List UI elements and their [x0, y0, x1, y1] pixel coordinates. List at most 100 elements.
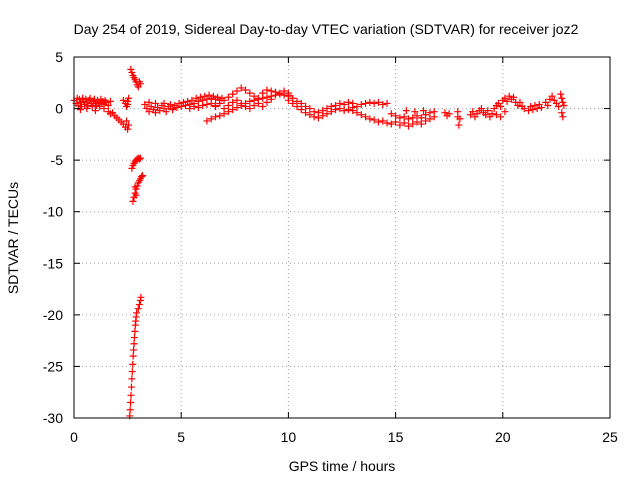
data-point [306, 111, 314, 119]
data-point [362, 99, 370, 107]
data-point [302, 103, 310, 111]
data-point [310, 108, 318, 116]
data-point [246, 89, 254, 97]
data-point [484, 107, 492, 115]
data-point [289, 94, 297, 102]
data-point [497, 103, 505, 111]
data-point [409, 120, 417, 128]
data-point [79, 94, 87, 102]
data-point [129, 197, 137, 205]
axis-ticks [73, 56, 611, 419]
data-point [128, 68, 136, 76]
data-point [132, 191, 140, 199]
data-point [302, 109, 310, 117]
data-point [151, 99, 159, 107]
data-point [344, 98, 352, 106]
data-point [136, 154, 144, 162]
data-point [370, 116, 378, 124]
data-point [559, 98, 567, 106]
data-point [327, 103, 335, 111]
data-point [306, 105, 314, 113]
data-point [455, 121, 463, 129]
y-tick-label: -15 [43, 255, 63, 271]
data-point [130, 334, 138, 342]
y-tick-label: 0 [55, 101, 63, 117]
data-point [139, 172, 147, 180]
data-point [392, 118, 400, 126]
y-tick-label: -20 [43, 307, 63, 323]
data-point [422, 111, 430, 119]
data-point [454, 108, 462, 116]
data-point [128, 368, 136, 376]
data-point [127, 65, 135, 73]
data-point [323, 105, 331, 113]
y-tick-label: -25 [43, 358, 63, 374]
data-point [90, 95, 98, 103]
data-point [125, 94, 133, 102]
data-point [199, 101, 207, 109]
data-point [141, 100, 149, 108]
data-point [548, 92, 556, 100]
data-point [362, 113, 370, 121]
data-point [131, 183, 139, 191]
data-point [91, 107, 99, 115]
data-point [130, 346, 138, 354]
data-point [374, 118, 382, 126]
data-point [259, 103, 267, 111]
data-point [402, 107, 410, 115]
data-point [400, 113, 408, 121]
data-point [166, 100, 174, 108]
data-point [250, 92, 258, 100]
data-point [254, 99, 262, 107]
data-point [492, 111, 500, 119]
data-point [387, 110, 395, 118]
data-point [123, 117, 131, 125]
data-point [366, 98, 374, 106]
data-point [558, 109, 566, 117]
data-point [129, 352, 137, 360]
data-point [88, 103, 96, 111]
data-point [220, 105, 228, 113]
data-point [520, 105, 528, 113]
data-point [124, 125, 132, 133]
data-point [510, 93, 518, 101]
data-point [404, 122, 412, 130]
data-point [529, 106, 537, 114]
data-point [233, 87, 241, 95]
data-point [181, 101, 189, 109]
data-point [344, 106, 352, 114]
data-point [194, 104, 202, 112]
data-point [135, 155, 143, 163]
data-point [177, 103, 185, 111]
data-point [353, 109, 361, 117]
data-point [125, 121, 133, 129]
data-point [130, 340, 138, 348]
y-tick-label: -30 [43, 410, 63, 426]
data-point [272, 88, 280, 96]
data-point [263, 98, 271, 106]
data-point [263, 86, 271, 94]
data-point [127, 399, 135, 407]
data-point [242, 86, 250, 94]
data-point [525, 107, 533, 115]
data-point [558, 94, 566, 102]
data-point [276, 89, 284, 97]
data-point [426, 115, 434, 123]
data-point [501, 108, 509, 116]
data-point [131, 327, 139, 335]
data-point [233, 104, 241, 112]
data-point [129, 360, 137, 368]
data-point [128, 164, 136, 172]
plot-frame [73, 56, 611, 419]
data-point [212, 103, 220, 111]
data-point [134, 305, 142, 313]
data-point [400, 119, 408, 127]
data-point [173, 104, 181, 112]
data-point [284, 91, 292, 99]
x-tick-label: 20 [495, 429, 511, 445]
data-point [503, 97, 511, 105]
data-point [332, 101, 340, 109]
data-point [293, 97, 301, 105]
data-point [349, 99, 357, 107]
